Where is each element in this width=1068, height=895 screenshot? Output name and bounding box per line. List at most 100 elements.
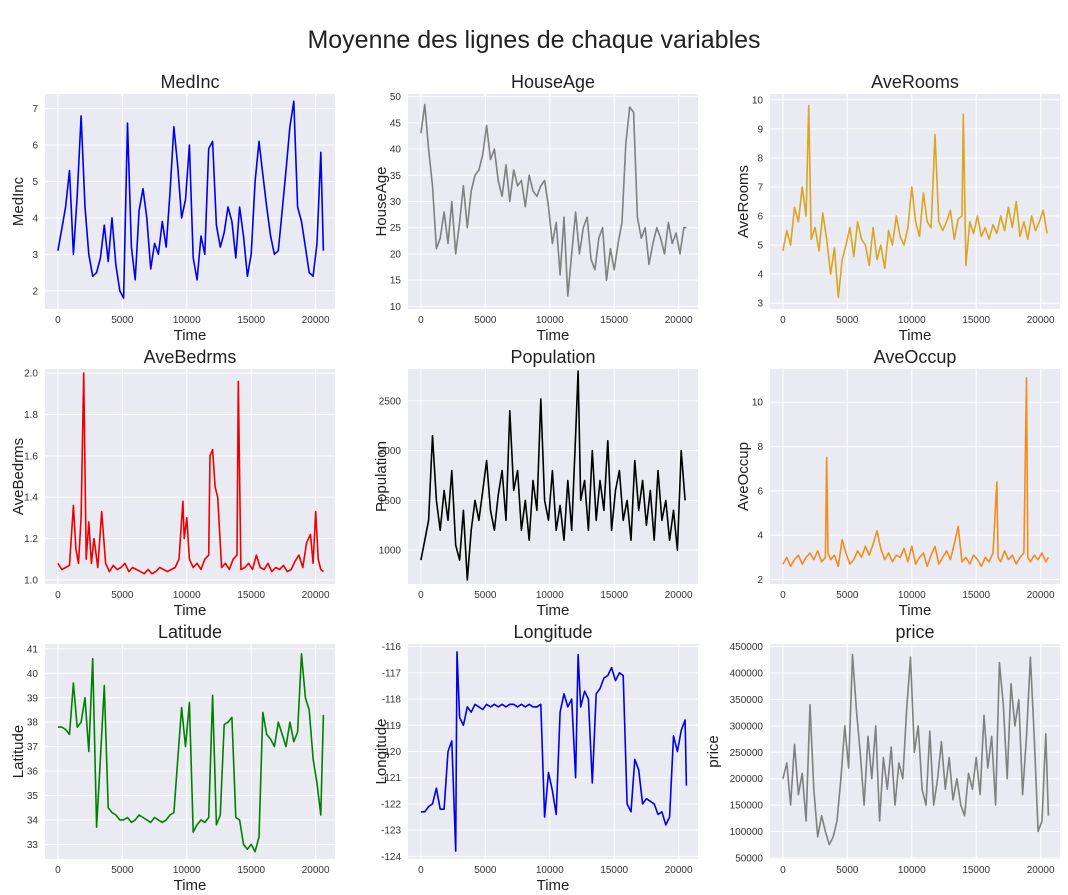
y-tick-label: 3	[32, 250, 38, 261]
plot-area	[45, 369, 335, 584]
y-tick-label: 200000	[730, 774, 764, 785]
x-tick-label: 0	[418, 865, 424, 876]
x-axis-label: Time	[174, 877, 207, 894]
y-tick-label: 8	[757, 442, 763, 453]
y-tick-label: 4	[757, 270, 763, 281]
x-tick-label: 0	[55, 590, 61, 601]
x-axis-label: Time	[899, 327, 932, 344]
y-tick-label: 1.2	[24, 534, 38, 545]
y-tick-label: 7	[32, 104, 38, 115]
x-tick-label: 0	[55, 865, 61, 876]
x-tick-label: 20000	[1027, 865, 1055, 876]
chart-medinc: 0 5000 10000 15000 20000 2 3 4 5 6 7 MedInc Time MedI…	[10, 72, 335, 344]
x-tick-label: 15000	[237, 865, 265, 876]
chart-title: AveRooms	[871, 72, 959, 92]
plot-area	[770, 94, 1060, 309]
series-line-latitude	[57, 652, 325, 853]
y-tick-label: 35	[390, 171, 402, 182]
x-axis-label: Time	[174, 327, 207, 344]
y-tick-label: -123	[381, 826, 401, 837]
x-tick-label: 20000	[665, 315, 693, 326]
x-tick-label: 20000	[302, 590, 330, 601]
figure-title: Moyenne des lignes de chaque variables	[307, 26, 761, 54]
x-axis-label: Time	[537, 877, 570, 894]
y-tick-label: 6	[757, 212, 763, 223]
chart-title: HouseAge	[511, 72, 595, 92]
series-line-aveoccup	[782, 377, 1050, 568]
y-tick-label: -121	[381, 773, 401, 784]
y-tick-label: -117	[382, 668, 402, 679]
x-tick-label: 20000	[1027, 590, 1055, 601]
y-tick-label: 4	[757, 531, 763, 542]
x-tick-label: 15000	[600, 590, 628, 601]
y-tick-label: 38	[27, 718, 39, 729]
x-tick-label: 10000	[898, 590, 926, 601]
x-tick-label: 15000	[600, 315, 628, 326]
y-axis-label: Population	[373, 441, 390, 512]
y-tick-label: 150000	[730, 801, 764, 812]
chart-title: price	[895, 622, 934, 642]
y-tick-label: 36	[27, 767, 39, 778]
y-tick-label: 6	[32, 141, 38, 152]
y-tick-label: 10	[752, 398, 764, 409]
chart-aveoccup: 0 5000 10000 15000 20000 2 4 6 8 10 AveOccup Time Av…	[735, 347, 1060, 619]
y-tick-label: 1.4	[24, 493, 38, 504]
x-tick-label: 10000	[898, 315, 926, 326]
x-tick-label: 15000	[962, 315, 990, 326]
series-line-houseage	[420, 103, 687, 297]
x-axis-label: Time	[537, 602, 570, 619]
x-tick-label: 15000	[600, 865, 628, 876]
y-tick-label: 400000	[730, 669, 764, 680]
y-axis-label: AveBedrms	[10, 438, 27, 515]
y-axis-label: AveOccup	[735, 442, 752, 511]
series-line-avebedrms	[57, 372, 324, 575]
y-tick-label: 15	[390, 276, 402, 287]
y-tick-label: 10	[390, 302, 402, 313]
x-tick-label: 10000	[173, 315, 201, 326]
plot-area	[45, 94, 335, 309]
x-tick-label: 20000	[302, 865, 330, 876]
x-tick-label: 5000	[836, 590, 859, 601]
y-tick-label: 9	[757, 124, 763, 135]
x-tick-label: 5000	[111, 865, 134, 876]
chart-houseage: 0 5000 10000 15000 20000 10 15 20 25 30 35 40 45 50 Ho…	[373, 72, 698, 344]
y-axis-label: Longitude	[373, 719, 390, 785]
y-tick-label: 1500	[379, 496, 402, 507]
series-line-population	[420, 370, 686, 581]
y-tick-label: 40	[27, 669, 39, 680]
y-tick-label: 33	[27, 840, 39, 851]
y-tick-label: -116	[382, 642, 402, 653]
x-tick-label: 5000	[111, 315, 134, 326]
y-tick-label: 34	[27, 815, 39, 826]
x-axis-label: Time	[174, 602, 207, 619]
x-tick-label: 5000	[474, 590, 497, 601]
x-tick-label: 20000	[302, 315, 330, 326]
chart-avebedrms: 0 5000 10000 15000 20000 1.0 1.2 1.4 1.6 1.8 2.0 Av…	[10, 347, 335, 619]
x-tick-label: 15000	[962, 590, 990, 601]
x-tick-label: 5000	[111, 590, 134, 601]
x-tick-label: 10000	[536, 315, 564, 326]
x-tick-label: 0	[418, 590, 424, 601]
y-tick-label: 50	[390, 92, 402, 103]
chart-title: Latitude	[158, 622, 222, 642]
chart-longitude: 0 5000 10000 15000 20000 -124 -123 -122 -121 -120…	[373, 622, 698, 894]
x-tick-label: 10000	[173, 865, 201, 876]
chart-title: AveOccup	[874, 347, 957, 367]
x-tick-label: 15000	[962, 865, 990, 876]
y-tick-label: 2.0	[24, 369, 38, 380]
y-tick-label: 1.8	[24, 410, 38, 421]
y-tick-label: 41	[27, 644, 39, 655]
y-tick-label: 30	[390, 197, 402, 208]
x-tick-label: 0	[780, 590, 786, 601]
chart-title: MedInc	[160, 72, 219, 92]
y-axis-label: AveRooms	[735, 165, 752, 238]
plot-area	[770, 369, 1060, 584]
y-tick-label: 40	[390, 145, 402, 156]
y-tick-label: 350000	[730, 695, 764, 706]
y-tick-label: 2	[757, 575, 763, 586]
x-tick-label: 5000	[836, 315, 859, 326]
chart-averooms: 0 5000 10000 15000 20000 3 4 5 6 7 8 9 10 AveRooms Tim…	[735, 72, 1060, 344]
x-tick-label: 20000	[1027, 315, 1055, 326]
y-tick-label: 7	[757, 182, 763, 193]
chart-title: AveBedrms	[144, 347, 237, 367]
